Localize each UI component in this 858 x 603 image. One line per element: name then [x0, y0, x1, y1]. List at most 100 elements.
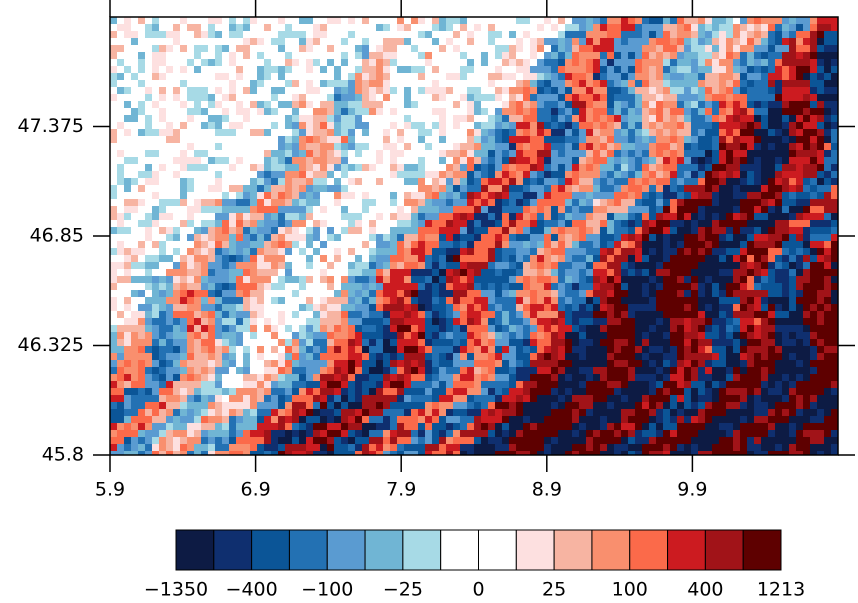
relief-cell [600, 339, 607, 346]
relief-cell [719, 227, 726, 234]
relief-cell [390, 283, 397, 290]
relief-cell [348, 24, 355, 31]
relief-cell [215, 248, 222, 255]
relief-cell [418, 115, 425, 122]
relief-cell [474, 346, 481, 353]
relief-cell [642, 192, 649, 199]
relief-cell [649, 115, 656, 122]
relief-cell [635, 73, 642, 80]
relief-cell [509, 150, 516, 157]
relief-cell [677, 241, 684, 248]
relief-cell [544, 192, 551, 199]
relief-cell [334, 304, 341, 311]
relief-cell [306, 108, 313, 115]
relief-cell [495, 311, 502, 318]
relief-cell [306, 143, 313, 150]
relief-cell [642, 66, 649, 73]
relief-cell [243, 283, 250, 290]
relief-cell [390, 66, 397, 73]
relief-cell [768, 94, 775, 101]
relief-cell [355, 87, 362, 94]
relief-cell [754, 108, 761, 115]
relief-cell [299, 80, 306, 87]
relief-cell [516, 122, 523, 129]
relief-cell [117, 199, 124, 206]
relief-cell [621, 38, 628, 45]
relief-cell [621, 297, 628, 304]
relief-cell [824, 206, 831, 213]
relief-cell [278, 101, 285, 108]
relief-cell [229, 129, 236, 136]
relief-cell [803, 129, 810, 136]
relief-cell [691, 52, 698, 59]
relief-cell [348, 297, 355, 304]
relief-cell [817, 38, 824, 45]
relief-cell [523, 276, 530, 283]
relief-cell [362, 178, 369, 185]
relief-cell [579, 192, 586, 199]
relief-cell [376, 213, 383, 220]
relief-cell [670, 290, 677, 297]
relief-cell [488, 241, 495, 248]
relief-cell [215, 45, 222, 52]
relief-cell [460, 136, 467, 143]
relief-cell [523, 150, 530, 157]
relief-cell [481, 234, 488, 241]
relief-cell [495, 94, 502, 101]
relief-cell [313, 220, 320, 227]
relief-cell [488, 45, 495, 52]
relief-cell [747, 31, 754, 38]
relief-cell [250, 304, 257, 311]
relief-cell [425, 24, 432, 31]
relief-cell [593, 108, 600, 115]
relief-cell [285, 178, 292, 185]
relief-cell [740, 339, 747, 346]
relief-cell [152, 220, 159, 227]
relief-cell [782, 339, 789, 346]
relief-cell [572, 87, 579, 94]
relief-cell [607, 80, 614, 87]
relief-cell [432, 339, 439, 346]
relief-cell [292, 269, 299, 276]
relief-cell [152, 241, 159, 248]
relief-cell [173, 115, 180, 122]
relief-cell [334, 150, 341, 157]
relief-cell [761, 227, 768, 234]
relief-cell [670, 31, 677, 38]
relief-cell [313, 73, 320, 80]
relief-cell [397, 38, 404, 45]
relief-cell [516, 115, 523, 122]
relief-cell [642, 269, 649, 276]
relief-cell [663, 276, 670, 283]
relief-cell [796, 115, 803, 122]
relief-cell [810, 31, 817, 38]
relief-cell [313, 94, 320, 101]
relief-cell [565, 206, 572, 213]
relief-cell [362, 325, 369, 332]
relief-cell [201, 339, 208, 346]
relief-cell [355, 213, 362, 220]
relief-cell [229, 80, 236, 87]
relief-cell [278, 206, 285, 213]
relief-cell [649, 31, 656, 38]
relief-cell [684, 24, 691, 31]
relief-cell [628, 80, 635, 87]
relief-cell [110, 206, 117, 213]
relief-cell [803, 199, 810, 206]
relief-cell [446, 206, 453, 213]
relief-cell [257, 297, 264, 304]
relief-cell [425, 332, 432, 339]
relief-cell [341, 101, 348, 108]
relief-cell [684, 241, 691, 248]
relief-cell [663, 283, 670, 290]
relief-cell [579, 73, 586, 80]
relief-cell [383, 220, 390, 227]
relief-cell [551, 227, 558, 234]
relief-cell [292, 346, 299, 353]
relief-cell [635, 136, 642, 143]
relief-cell [257, 255, 264, 262]
relief-cell [572, 178, 579, 185]
relief-cell [236, 255, 243, 262]
relief-cell [278, 248, 285, 255]
relief-cell [145, 171, 152, 178]
